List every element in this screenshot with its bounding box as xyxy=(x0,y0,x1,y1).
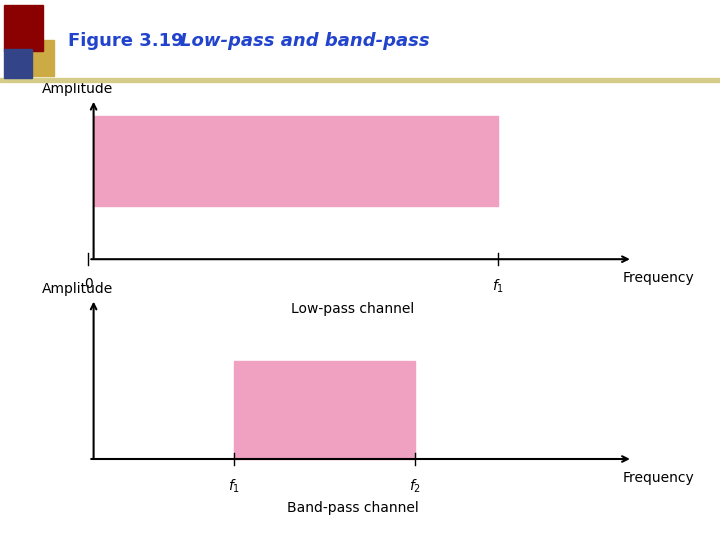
Text: $f_2$: $f_2$ xyxy=(409,477,421,495)
Text: Amplitude: Amplitude xyxy=(42,82,113,96)
Text: $f_1$: $f_1$ xyxy=(228,477,240,495)
Text: Frequency: Frequency xyxy=(623,271,695,285)
Text: Frequency: Frequency xyxy=(623,471,695,485)
Bar xyxy=(233,361,415,459)
Text: Low-pass channel: Low-pass channel xyxy=(291,301,415,315)
Text: $f_1$: $f_1$ xyxy=(492,278,504,295)
Text: Band-pass channel: Band-pass channel xyxy=(287,501,418,515)
Text: Low-pass and band-pass: Low-pass and band-pass xyxy=(180,31,430,50)
Text: Amplitude: Amplitude xyxy=(42,282,113,296)
Text: Figure 3.19: Figure 3.19 xyxy=(68,31,203,50)
Bar xyxy=(94,116,498,206)
Text: 0: 0 xyxy=(84,278,93,292)
